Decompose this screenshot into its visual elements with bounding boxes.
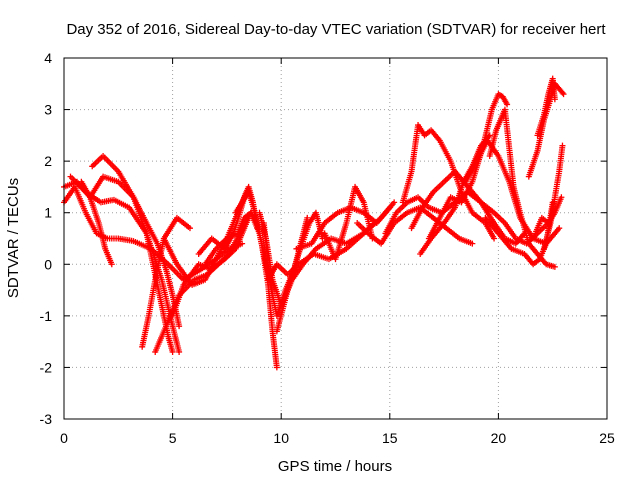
data-point — [559, 142, 566, 149]
data-point — [559, 89, 566, 96]
x-tick-label: 15 — [382, 430, 398, 446]
y-tick-label: 3 — [44, 102, 52, 118]
series-track-8 — [169, 209, 254, 319]
data-point — [556, 225, 563, 232]
series-track-30 — [541, 142, 566, 252]
plot-frame — [63, 57, 608, 420]
y-tick-label: -3 — [40, 411, 53, 427]
series-track-4 — [78, 178, 115, 268]
data-point — [560, 91, 567, 98]
series-track-29 — [534, 75, 558, 139]
data-point — [386, 204, 393, 211]
y-tick-label: 1 — [44, 205, 52, 221]
series-track-14 — [256, 199, 398, 309]
y-tick-label: 0 — [44, 256, 52, 272]
data-point — [551, 263, 558, 270]
y-tick-label: 4 — [44, 50, 52, 66]
series-track-10 — [195, 183, 261, 257]
y-tick-label: 2 — [44, 153, 52, 169]
series-track-12 — [232, 189, 280, 371]
data-point — [186, 225, 193, 232]
x-tick-labels: 0 5 10 15 20 25 — [60, 430, 615, 446]
x-axis-label: GPS time / hours — [278, 458, 392, 475]
x-tick-label: 10 — [273, 430, 289, 446]
x-tick-label: 5 — [169, 430, 177, 446]
data-point — [391, 199, 398, 206]
x-tick-label: 25 — [599, 430, 615, 446]
data-point — [169, 348, 176, 355]
data-point — [491, 235, 498, 242]
data-point — [304, 214, 311, 221]
data-point — [273, 364, 280, 371]
data-point — [176, 348, 183, 355]
series-track-16 — [273, 209, 326, 335]
x-tick-label: 0 — [60, 430, 68, 446]
series-track-26 — [486, 106, 558, 270]
data-point — [558, 194, 565, 201]
data-point — [551, 96, 558, 103]
y-axis-label: SDTVAR / TECUs — [5, 178, 22, 298]
data-point — [469, 240, 476, 247]
series-track-27 — [482, 199, 556, 268]
series-track-5 — [89, 152, 176, 355]
series-track-6 — [139, 214, 193, 350]
grid-lines — [64, 58, 607, 419]
data-point — [504, 101, 511, 108]
y-tick-label: -2 — [40, 359, 53, 375]
x-tick-label: 20 — [491, 430, 507, 446]
data-points — [61, 75, 567, 371]
chart-title: Day 352 of 2016, Sidereal Day-to-day VTE… — [66, 21, 606, 38]
y-tick-label: -1 — [40, 308, 53, 324]
data-point — [319, 235, 326, 242]
data-point — [108, 261, 115, 268]
data-point — [176, 323, 183, 330]
y-tick-labels: -3 -2 -1 0 1 2 3 4 — [40, 50, 53, 427]
series-track-31 — [532, 194, 565, 237]
